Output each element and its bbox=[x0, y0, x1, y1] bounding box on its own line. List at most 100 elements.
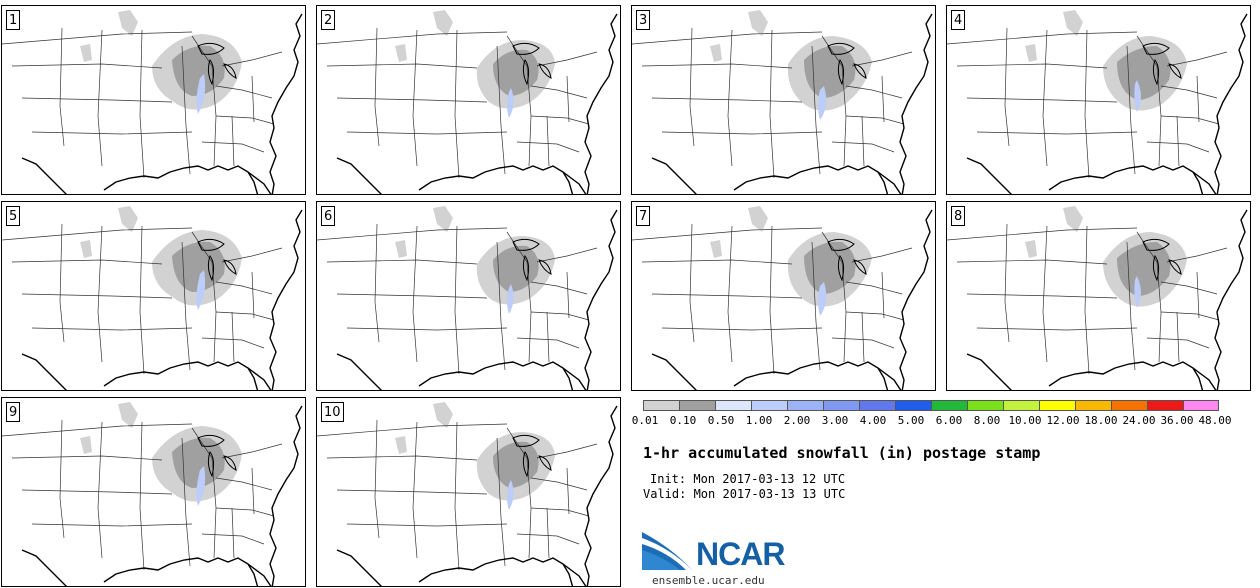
state-border bbox=[727, 29, 733, 167]
state-border bbox=[1196, 75, 1200, 123]
snow-area-light bbox=[710, 240, 722, 258]
colorbar-legend: 0.01 0.10 0.50 1.00 2.00 3.00 4.00 5.00 6.00 8.00… bbox=[632, 400, 1260, 430]
lake-outline bbox=[853, 63, 867, 79]
coastline bbox=[877, 171, 902, 194]
coastline bbox=[21, 549, 259, 586]
snow-area-light bbox=[395, 44, 407, 62]
state-border bbox=[641, 63, 793, 69]
state-border bbox=[651, 97, 803, 103]
snow-area-light bbox=[80, 436, 92, 454]
colorbar-box bbox=[1075, 400, 1111, 411]
colorbar-tick-label: 10.00 bbox=[1008, 414, 1042, 427]
colorbar-box bbox=[715, 400, 751, 411]
state-border bbox=[530, 281, 588, 295]
coastline bbox=[269, 405, 303, 586]
snow-area-light bbox=[118, 206, 138, 232]
state-border bbox=[221, 443, 283, 459]
state-border bbox=[546, 507, 550, 559]
state-border bbox=[231, 507, 235, 559]
chart-title: 1-hr accumulated snowfall (in) postage s… bbox=[643, 444, 1041, 462]
state-border bbox=[454, 29, 460, 179]
state-border bbox=[661, 131, 823, 135]
snowfall-map bbox=[947, 206, 1248, 390]
coastline bbox=[1214, 209, 1248, 390]
snow-area-light bbox=[1025, 240, 1037, 258]
state-border bbox=[689, 223, 695, 343]
state-border bbox=[201, 141, 265, 153]
colorbar-tick-label: 2.00 bbox=[783, 414, 811, 427]
state-border bbox=[454, 225, 460, 375]
snow-area-light bbox=[433, 402, 453, 428]
state-border bbox=[191, 35, 217, 167]
init-time: Init: Mon 2017-03-13 12 UTC bbox=[650, 472, 846, 486]
state-border bbox=[215, 281, 273, 295]
snow-area-light bbox=[1063, 10, 1083, 36]
state-border bbox=[566, 467, 570, 515]
snowfall-map bbox=[317, 402, 618, 586]
colorbar-box bbox=[1147, 400, 1183, 411]
state-border bbox=[215, 85, 273, 99]
state-border bbox=[1176, 115, 1180, 167]
state-border bbox=[1084, 225, 1090, 375]
state-border bbox=[496, 45, 506, 175]
state-border bbox=[1176, 311, 1180, 363]
member-number: 6 bbox=[321, 206, 336, 226]
colorbar-box bbox=[1111, 400, 1147, 411]
snow-area-light bbox=[433, 206, 453, 232]
colorbar-box bbox=[859, 400, 895, 411]
snow-area-moderate bbox=[804, 241, 856, 294]
state-border bbox=[21, 293, 173, 299]
state-border bbox=[317, 31, 508, 45]
state-border bbox=[251, 271, 255, 319]
lake-outline bbox=[207, 58, 215, 86]
state-border bbox=[861, 311, 865, 363]
state-border bbox=[1166, 51, 1228, 67]
state-border bbox=[530, 85, 588, 99]
state-border bbox=[632, 227, 823, 241]
state-border bbox=[546, 115, 550, 167]
colorbar-box bbox=[931, 400, 967, 411]
coastline bbox=[562, 563, 587, 586]
colorbar-box bbox=[967, 400, 1003, 411]
member-panel: 1 bbox=[1, 5, 306, 195]
state-border bbox=[861, 115, 865, 167]
lake-outline bbox=[197, 42, 225, 55]
coastline bbox=[21, 157, 259, 194]
lake-outline bbox=[207, 254, 215, 282]
colorbar-box bbox=[1003, 400, 1039, 411]
state-border bbox=[2, 31, 193, 45]
state-border bbox=[1166, 247, 1228, 263]
snow-area-light bbox=[710, 44, 722, 62]
colorbar-tick-label: 8.00 bbox=[973, 414, 1001, 427]
lake-outline bbox=[837, 254, 845, 282]
state-border bbox=[181, 45, 191, 175]
coastline bbox=[651, 157, 889, 194]
coastline bbox=[651, 353, 889, 390]
member-number: 2 bbox=[321, 10, 336, 30]
lake-outline bbox=[522, 450, 530, 478]
snow-area-light bbox=[1025, 44, 1037, 62]
coastline bbox=[1192, 367, 1217, 390]
coastline bbox=[21, 353, 259, 390]
colorbar-box bbox=[679, 400, 715, 411]
state-border bbox=[215, 477, 273, 491]
state-border bbox=[546, 311, 550, 363]
snow-area-light bbox=[748, 10, 768, 36]
lake-outline bbox=[538, 63, 552, 79]
lake-outline bbox=[522, 254, 530, 282]
state-border bbox=[139, 421, 145, 571]
state-border bbox=[947, 31, 1138, 45]
state-border bbox=[11, 259, 163, 265]
state-border bbox=[566, 75, 570, 123]
state-border bbox=[374, 419, 380, 539]
snow-area-heavy bbox=[818, 282, 827, 316]
state-border bbox=[31, 523, 193, 527]
member-panel: 9 bbox=[1, 397, 306, 587]
state-border bbox=[2, 227, 193, 241]
state-border bbox=[1004, 223, 1010, 343]
state-border bbox=[231, 115, 235, 167]
state-border bbox=[530, 311, 590, 321]
state-border bbox=[956, 259, 1108, 265]
snow-area-heavy bbox=[196, 270, 206, 310]
state-border bbox=[1146, 141, 1210, 153]
